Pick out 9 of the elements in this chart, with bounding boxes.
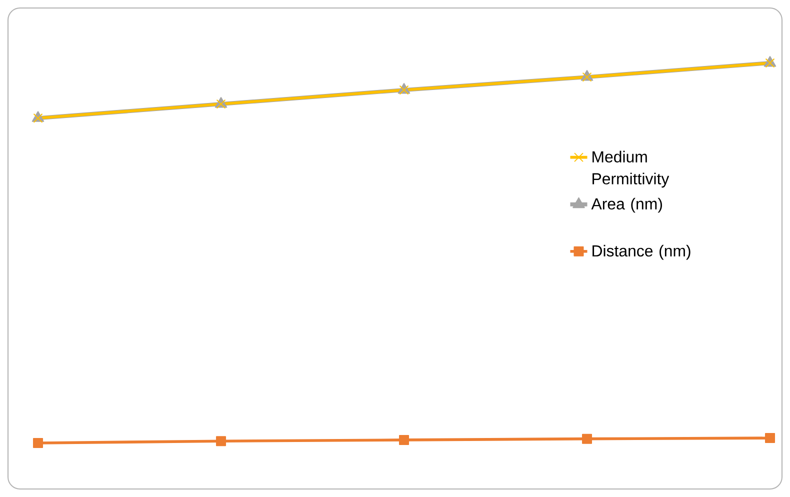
point — [33, 438, 44, 448]
point — [582, 434, 592, 444]
legend-label: Medium Permittivity — [592, 150, 670, 188]
point — [399, 85, 409, 95]
legend-label: Distance (nm) — [592, 244, 690, 260]
point — [216, 436, 226, 446]
point — [399, 434, 410, 445]
point — [765, 433, 776, 444]
legend-label: Area (nm) — [591, 198, 662, 213]
